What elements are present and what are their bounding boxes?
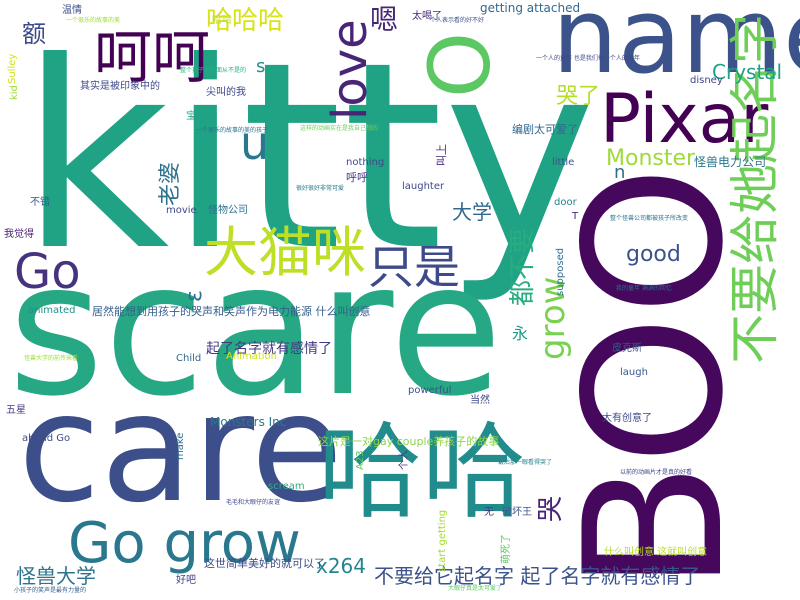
word-love: love <box>322 19 378 120</box>
word-n: n <box>614 162 626 183</box>
word-child: Child <box>176 353 202 364</box>
word-dangran: 当然 <box>470 395 490 406</box>
phrase: 大眼仔真是太可爱了 <box>448 585 503 592</box>
word-hehe: 呵呵 <box>94 23 211 91</box>
word-pikesi: 皮克斯 <box>612 343 642 354</box>
word-haoba: 好吧 <box>176 575 196 586</box>
word-crystal: Crystal <box>712 60 783 84</box>
word-go: Go <box>14 244 81 300</box>
phrase: 一个很乐的故事的美的孩子 <box>196 127 269 134</box>
word-pohuai: 破坏王 <box>502 507 532 518</box>
word-huhu: 呼呼 <box>346 171 368 184</box>
word-pixar: Pixar <box>600 80 769 159</box>
word-mengsi: 萌死了 <box>501 534 512 564</box>
phrase: 很好很好非常可爱 <box>296 185 345 192</box>
word-scare: scare <box>8 223 503 437</box>
word-wu2: 无 <box>484 507 494 518</box>
word-x264: x264 <box>316 554 367 578</box>
word-e1: 额 <box>22 20 46 48</box>
word-kule: 哭了 <box>556 84 601 109</box>
phrase: 毛毛和大眼仔的友谊 <box>226 499 281 506</box>
word-laopo: 老婆 <box>158 161 183 206</box>
word-kid: kid <box>9 85 20 100</box>
phrase: 怪兽大学的前传来看 <box>24 355 79 362</box>
word-a23: A23 <box>355 450 366 470</box>
word-u: u <box>240 116 270 170</box>
word-laugh: laugh <box>620 367 648 378</box>
word-shenmejiao: 什么叫创意 这就叫创意 <box>604 547 708 558</box>
word-haha-small: 哈哈 <box>212 15 232 26</box>
word-bianjutai: 编剧太可爱了 <box>512 123 578 136</box>
word-daxue: 大学 <box>452 200 492 224</box>
word-juqing: 居然能想到用孩子的哭声和笑声作为电力能源 什么叫创意 <box>92 305 371 318</box>
word-animation: Animation <box>226 351 277 362</box>
phrase: 一个人的童年 也是我们每一个人的童年 <box>536 55 640 62</box>
word-wojuede: 我觉得 <box>4 229 34 240</box>
phrase: 个人表示看的好不好 <box>430 17 485 24</box>
word-yong: 永 <box>512 324 529 343</box>
word-wu: 五星 <box>6 405 26 416</box>
word-dou: 都不要 <box>508 227 538 306</box>
word-zhishi: 只是 <box>368 240 460 294</box>
word-jiao: 叫上 <box>435 144 448 166</box>
word-en: 嗯 <box>370 3 399 36</box>
word-little: little <box>552 157 575 168</box>
word-good: good <box>626 242 681 267</box>
word-t: T <box>572 211 579 222</box>
phrase: 整个怪兽公司都被孩子所改变 <box>610 215 689 222</box>
word-movie: movie <box>166 205 197 216</box>
word-jingdian: 这世简单美好的就可以了 <box>204 557 325 570</box>
word-aheadgo: ahead Go <box>22 433 71 444</box>
word-hahaha: 哈哈哈 <box>206 6 285 36</box>
word-gettingattached: getting attached <box>480 1 581 15</box>
word-powerful: powerful <box>408 385 452 396</box>
word-taikeai: 太喝了 <box>412 11 442 22</box>
word-startgetting: start getting <box>437 509 448 572</box>
word-name: name <box>552 0 800 97</box>
phrase: 以前的动画片才是真的好看 <box>620 469 693 476</box>
word-qilemingzi: 起了名字就有感情了 <box>206 341 332 357</box>
word-buyaogeita2: 不要给它起名字 起了名字就有感情了 <box>374 564 701 588</box>
word-make: make <box>175 432 186 460</box>
word-sulley: Sulley <box>7 53 18 84</box>
word-gaypianzi: 这片是一对gay couple养孩子的故事 <box>318 435 500 448</box>
word-monstersinc: Monsters Inc <box>210 415 287 429</box>
word-door: door <box>554 197 577 208</box>
phrase: 小孩子的笑声是最有力量的 <box>14 587 87 594</box>
word-o: O <box>411 31 509 98</box>
phrase: 整个孩子的外面从不是的 <box>180 67 247 74</box>
word-guaiwu: 怪物公司 <box>208 205 248 216</box>
word-ge: 个人 <box>399 450 410 470</box>
phrase: 一个很乐的故事的美 <box>66 17 121 24</box>
word-wenqing: 温情 <box>62 5 82 16</box>
word-nothing: nothing <box>346 157 385 168</box>
word-bigcat: 大猫咪 <box>204 221 366 284</box>
word-scream: scream <box>268 481 305 492</box>
phrase: 最后那一眼看得哭了 <box>498 459 553 466</box>
word-animated: animated <box>28 305 76 316</box>
word-buxing: 不错 <box>30 197 50 208</box>
word-e: ε <box>182 290 207 302</box>
word-boo: BOO <box>544 165 765 592</box>
word-s: s <box>256 56 266 77</box>
word-guaishoudianli: 怪兽电力公司 <box>694 155 767 169</box>
word-gogrow: Go grow <box>68 511 301 576</box>
word-kitty: kitty <box>20 7 597 307</box>
phrase: 我的童年 满满的回忆 <box>616 285 672 292</box>
word-disney: disney <box>690 75 723 86</box>
word-baobei: 宝贝 <box>186 111 206 122</box>
word-haha: 哈哈 <box>318 411 527 533</box>
word-care: care <box>18 362 344 536</box>
word-ku: 哭 <box>536 495 566 522</box>
phrase: 这样的动画实在是我自己想的 <box>300 125 379 132</box>
word-guaishou: 怪兽大学 <box>16 564 96 588</box>
word-laughter: laughter <box>402 181 445 192</box>
word-taiyouchuangyi: 太有创意了 <box>602 413 652 424</box>
word-qishi: 其实是被印象中的 <box>80 81 160 92</box>
word-xiaoguai: 尖叫的我 <box>206 87 246 98</box>
word-supposed: supposed <box>555 247 566 296</box>
word-monster: Monster <box>606 146 696 171</box>
